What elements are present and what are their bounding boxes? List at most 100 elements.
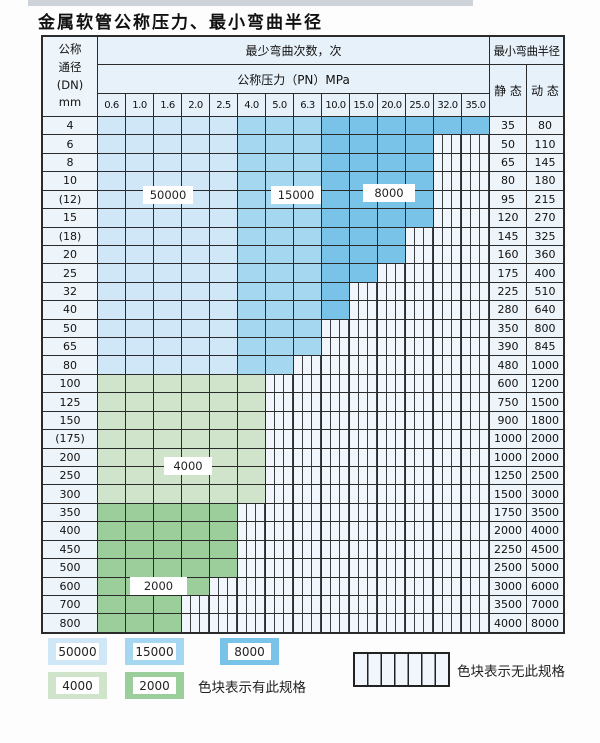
no-spec-cell xyxy=(350,319,377,338)
no-spec-cell xyxy=(462,485,489,503)
spec-cell xyxy=(266,338,293,356)
pressure-col-header: 6.3 xyxy=(294,94,321,116)
static-value: 900 xyxy=(490,411,526,430)
no-spec-cell xyxy=(350,356,377,374)
spec-cell xyxy=(154,117,181,135)
spec-cell xyxy=(182,559,209,577)
no-spec-cell xyxy=(434,135,461,153)
no-spec-cell xyxy=(182,595,209,614)
spec-cell xyxy=(322,172,349,190)
legend-block-label: 8000 xyxy=(228,643,271,660)
spec-cell xyxy=(154,411,181,430)
spec-cell xyxy=(154,595,181,614)
spec-cell xyxy=(182,430,209,448)
no-spec-cell xyxy=(350,540,377,559)
spec-cell xyxy=(182,411,209,430)
spec-cell xyxy=(238,338,265,356)
no-spec-cell xyxy=(350,559,377,577)
spec-cell xyxy=(98,614,125,632)
pressure-col-header: 5.0 xyxy=(266,94,293,116)
pressure-col-header: 25.0 xyxy=(406,94,433,116)
no-spec-cell xyxy=(434,485,461,503)
spec-cell xyxy=(322,117,349,135)
dn-label: 150 xyxy=(43,411,97,430)
no-spec-cell xyxy=(322,595,349,614)
spec-cell xyxy=(126,595,153,614)
spec-cell xyxy=(266,282,293,301)
no-spec-cell xyxy=(462,319,489,338)
spec-cell xyxy=(98,411,125,430)
no-spec-cell xyxy=(350,393,377,411)
no-spec-cell xyxy=(266,540,293,559)
no-spec-cell xyxy=(406,559,433,577)
static-value: 225 xyxy=(490,282,526,301)
region-count-label: 2000 xyxy=(130,577,187,595)
spec-cell xyxy=(378,227,405,245)
no-spec-cell xyxy=(406,356,433,374)
spec-cell xyxy=(98,338,125,356)
spec-cell xyxy=(350,227,377,245)
spec-cell xyxy=(266,172,293,190)
spec-cell xyxy=(154,430,181,448)
dynamic-value: 8000 xyxy=(527,614,563,632)
spec-cell xyxy=(182,374,209,393)
spec-cell xyxy=(406,209,433,227)
spec-cell xyxy=(210,153,237,172)
no-spec-cell xyxy=(434,301,461,319)
no-spec-cell xyxy=(350,430,377,448)
spec-cell xyxy=(98,485,125,503)
dn-label: 125 xyxy=(43,393,97,411)
static-value: 2000 xyxy=(490,522,526,540)
pressure-col-header: 1.0 xyxy=(126,94,153,116)
spec-cell xyxy=(182,227,209,245)
spec-cell xyxy=(210,227,237,245)
spec-cell xyxy=(126,411,153,430)
dn-label: 300 xyxy=(43,485,97,503)
no-spec-cell xyxy=(266,559,293,577)
spec-cell xyxy=(210,209,237,227)
no-spec-cell xyxy=(350,301,377,319)
spec-cell xyxy=(266,264,293,282)
spec-cell xyxy=(98,301,125,319)
spec-cell xyxy=(154,522,181,540)
no-spec-cell xyxy=(294,356,321,374)
no-spec-cell xyxy=(462,522,489,540)
spec-cell xyxy=(182,503,209,522)
spec-cell xyxy=(182,577,209,595)
dynamic-value: 325 xyxy=(527,227,563,245)
spec-cell xyxy=(98,467,125,485)
no-spec-cell xyxy=(294,467,321,485)
spec-cell xyxy=(98,117,125,135)
static-value: 120 xyxy=(490,209,526,227)
no-spec-cell xyxy=(322,356,349,374)
static-value: 175 xyxy=(490,264,526,282)
no-spec-cell xyxy=(462,135,489,153)
spec-cell xyxy=(238,374,265,393)
spec-cell xyxy=(154,282,181,301)
legend-block-4000: 4000 xyxy=(48,672,107,699)
spec-cell xyxy=(350,135,377,153)
dynamic-value: 400 xyxy=(527,264,563,282)
region-count-label: 8000 xyxy=(363,184,415,202)
no-spec-cell xyxy=(434,577,461,595)
spec-cell xyxy=(98,245,125,264)
pressure-col-header: 32.0 xyxy=(434,94,461,116)
spec-cell xyxy=(462,117,489,135)
no-spec-cell xyxy=(294,411,321,430)
spec-cell xyxy=(154,227,181,245)
no-spec-cell xyxy=(378,393,405,411)
no-spec-cell xyxy=(434,245,461,264)
spec-cell xyxy=(238,448,265,467)
spec-cell xyxy=(182,172,209,190)
dn-label: 250 xyxy=(43,467,97,485)
no-spec-cell xyxy=(322,430,349,448)
legend-block-label: 4000 xyxy=(56,677,99,694)
spec-cell xyxy=(322,245,349,264)
no-spec-cell xyxy=(294,448,321,467)
no-spec-cell xyxy=(266,467,293,485)
dn-header-line: mm xyxy=(58,95,82,110)
spec-cell xyxy=(182,117,209,135)
no-spec-cell xyxy=(462,393,489,411)
no-spec-cell xyxy=(406,430,433,448)
no-spec-cell xyxy=(350,374,377,393)
